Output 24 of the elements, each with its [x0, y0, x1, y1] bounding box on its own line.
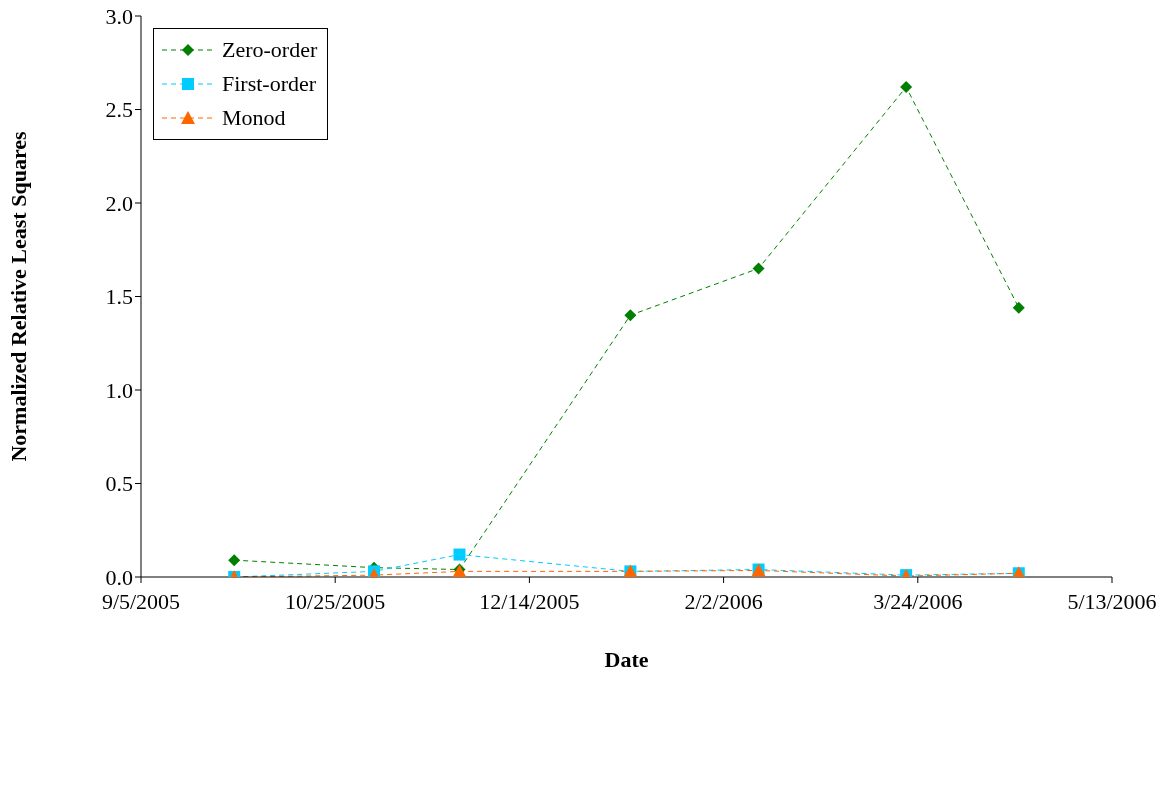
x-axis-title: Date	[604, 647, 649, 672]
y-tick-label: 0.5	[105, 471, 133, 497]
legend-label: Monod	[222, 105, 286, 131]
point	[453, 548, 466, 561]
y-axis-title: Normalized Relative Least Squares	[5, 130, 31, 462]
y-tick-label: 2.5	[105, 97, 133, 123]
point	[752, 262, 765, 275]
point	[624, 309, 637, 322]
y-tick-label: 3.0	[105, 3, 133, 29]
x-tick-label: 12/14/2005	[479, 588, 580, 614]
x-tick-label: 5/13/2006	[1067, 588, 1157, 614]
point	[228, 554, 241, 567]
y-tick-label: 1.0	[105, 377, 133, 403]
x-tick-label: 9/5/2005	[101, 588, 181, 614]
legend-label: Zero-order	[222, 37, 318, 63]
legend-label: First-order	[222, 71, 317, 97]
y-tick-label: 2.0	[105, 190, 133, 216]
x-tick-label: 10/25/2005	[285, 588, 386, 614]
y-tick-label: 0.0	[105, 564, 133, 590]
x-tick-label: 2/2/2006	[684, 588, 763, 614]
point	[1012, 301, 1025, 314]
x-tick-label: 3/24/2006	[873, 588, 963, 614]
y-tick-label: 1.5	[105, 284, 133, 310]
point	[900, 81, 913, 94]
